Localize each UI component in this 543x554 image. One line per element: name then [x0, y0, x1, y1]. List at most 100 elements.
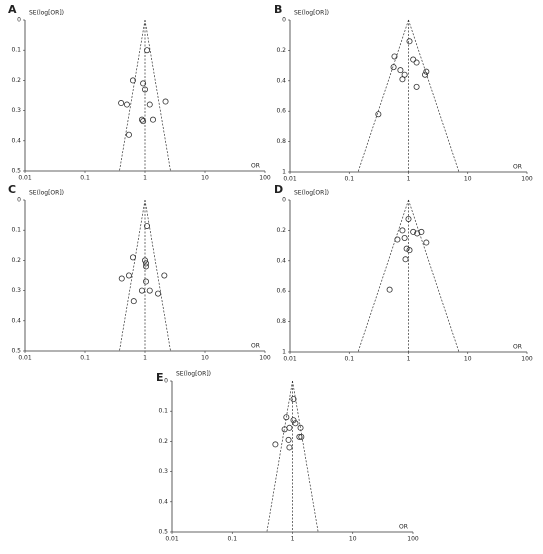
y-tick-label: 0.3: [11, 107, 21, 114]
funnel-right: [408, 199, 460, 353]
y-tick-label: 0: [282, 17, 286, 24]
x-tick-label: 0.01: [165, 536, 179, 543]
point: [138, 287, 145, 294]
x-tick-label: 0.1: [227, 536, 237, 543]
funnel-left: [119, 199, 146, 352]
y-tick-label: 1: [282, 169, 286, 176]
point: [155, 290, 162, 297]
point: [143, 263, 150, 270]
x-tick-label: 0.01: [283, 176, 297, 183]
x-tick-label: 1: [407, 356, 411, 363]
y-tick-label: 0.4: [11, 317, 21, 324]
x-axis-label: OR: [513, 344, 522, 351]
y-tick-label: 0.2: [276, 47, 286, 54]
funnel-left: [119, 19, 146, 172]
x-tick-label: 0.1: [344, 176, 354, 183]
y-tick-label: 0.8: [276, 138, 286, 145]
x-tick-label: 100: [259, 175, 271, 182]
point: [125, 131, 132, 138]
point: [281, 426, 288, 433]
y-tick-label: 0.2: [158, 438, 168, 445]
point: [129, 77, 136, 84]
point: [401, 234, 408, 241]
x-tick-label: 0.01: [18, 355, 32, 362]
y-tick-label: 0.5: [11, 348, 21, 355]
point: [406, 247, 413, 254]
point: [406, 38, 413, 45]
point: [386, 286, 393, 293]
y-tick-label: 1: [282, 349, 286, 356]
panel-label: B: [274, 3, 282, 16]
point: [290, 396, 297, 403]
point: [118, 100, 125, 107]
x-tick-label: 1: [143, 355, 147, 362]
x-tick-label: 10: [201, 355, 209, 362]
x-tick-label: 10: [464, 356, 472, 363]
point: [298, 433, 305, 440]
x-tick-label: 10: [201, 175, 209, 182]
point: [399, 227, 406, 234]
point: [410, 228, 417, 235]
point: [143, 278, 150, 285]
y-tick-label: 0.2: [11, 77, 21, 84]
point: [410, 56, 417, 63]
point: [403, 245, 410, 252]
x-tick-label: 1: [143, 175, 147, 182]
point: [141, 257, 148, 264]
x-tick-label: 0.1: [80, 175, 90, 182]
y-tick-label: 0.4: [11, 137, 21, 144]
point: [399, 76, 406, 83]
point: [140, 80, 147, 87]
point: [290, 417, 297, 424]
point: [123, 101, 130, 108]
point: [144, 47, 151, 54]
point: [390, 64, 397, 71]
point: [162, 98, 169, 105]
x-tick-label: 1: [407, 176, 411, 183]
panel-label: D: [274, 183, 283, 196]
y-tick-label: 0.5: [158, 529, 168, 536]
point: [413, 59, 420, 66]
y-tick-label: 0.8: [276, 318, 286, 325]
y-tick-label: 0.1: [11, 47, 21, 54]
x-tick-label: 10: [349, 536, 357, 543]
y-tick-label: 0: [17, 17, 21, 24]
point: [130, 298, 137, 305]
y-axis-label: SE(log[OR]): [294, 10, 329, 17]
panel-label: E: [156, 371, 164, 384]
x-tick-label: 100: [407, 536, 419, 543]
funnel-left: [357, 19, 409, 173]
y-tick-label: 0.4: [276, 77, 286, 84]
y-tick-label: 0.4: [158, 498, 168, 505]
x-tick-label: 100: [259, 355, 271, 362]
x-axis-label: OR: [513, 164, 522, 171]
point: [141, 86, 148, 93]
y-tick-label: 0.2: [276, 227, 286, 234]
x-tick-label: 0.01: [18, 175, 32, 182]
y-tick-label: 0.1: [158, 408, 168, 415]
panel-label: A: [8, 3, 17, 16]
x-axis-label: OR: [251, 343, 260, 350]
x-tick-label: 100: [521, 176, 533, 183]
point: [150, 116, 157, 123]
point: [138, 116, 145, 123]
point: [402, 256, 409, 263]
funnel-right: [292, 380, 319, 533]
point: [413, 83, 420, 90]
point: [285, 436, 292, 443]
point: [125, 272, 132, 279]
point: [418, 228, 425, 235]
point: [297, 424, 304, 431]
point: [292, 420, 299, 427]
y-axis-label: SE(log[OR]): [176, 371, 211, 378]
point: [146, 287, 153, 294]
x-tick-label: 0.1: [80, 355, 90, 362]
x-tick-label: 1: [291, 536, 295, 543]
y-axis-label: SE(log[OR]): [294, 190, 329, 197]
point: [391, 53, 398, 60]
point: [296, 433, 303, 440]
point: [423, 239, 430, 246]
y-tick-label: 0: [282, 197, 286, 204]
x-tick-label: 0.01: [283, 356, 297, 363]
point: [129, 254, 136, 261]
